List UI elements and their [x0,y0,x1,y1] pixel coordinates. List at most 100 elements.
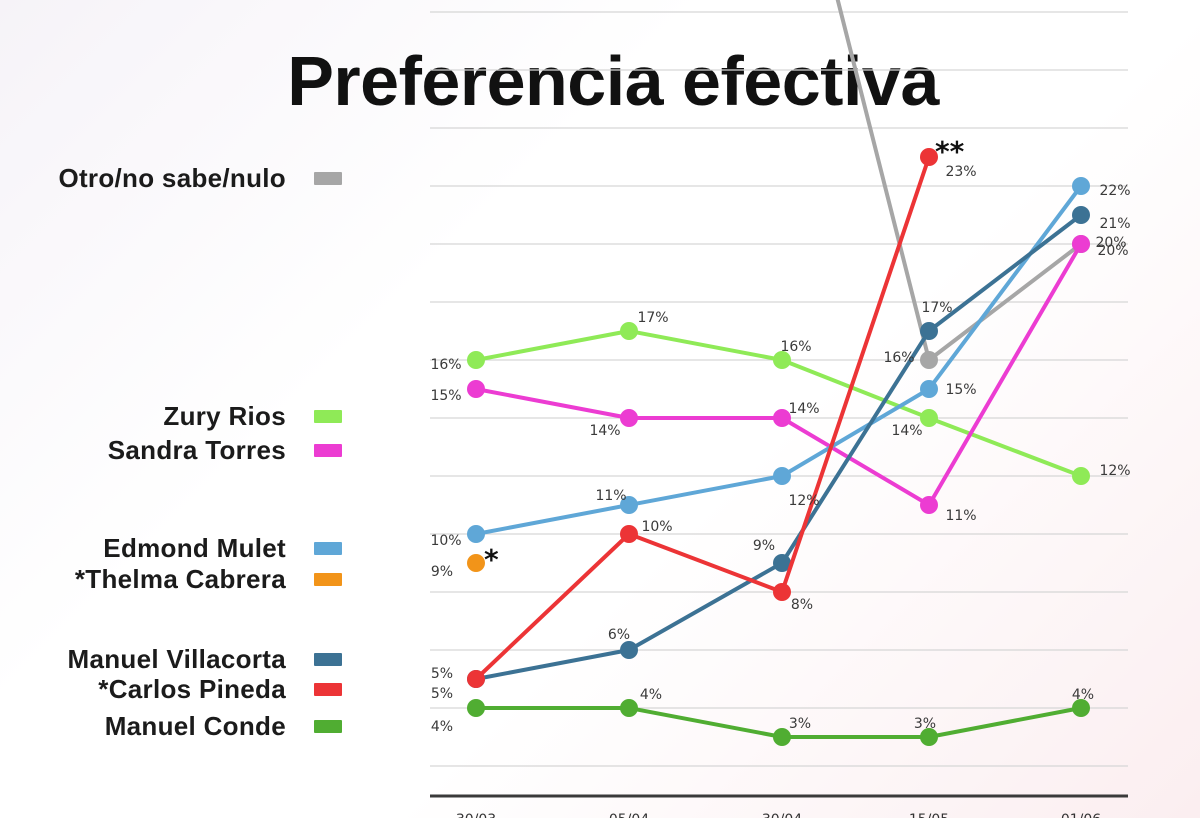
legend-item-sandra-torres: Sandra Torres [108,434,342,466]
data-label: 21% [1099,216,1130,232]
data-point [1072,699,1090,717]
data-point [620,496,638,514]
series-otro-no-sabe-nulo [835,0,1090,369]
x-tick-label: 30/03 [456,812,496,818]
legend-item-manuel-villacorta: Manuel Villacorta [68,643,342,675]
x-tick-label: 05/04 [609,812,649,818]
data-label: 22% [1099,183,1130,199]
data-label: 16% [883,350,914,366]
data-label: 15% [430,388,461,404]
series-carlos-pineda [467,148,938,688]
legend-label: Zury Rios [163,400,286,431]
series-zury-rios [467,322,1090,485]
data-label: 11% [945,508,976,524]
gridlines [430,11,1128,767]
legend-item-zury-rios: Zury Rios [163,400,342,432]
data-point [920,351,938,369]
data-label: 4% [1072,687,1094,703]
data-point [1072,177,1090,195]
legend-swatch [314,171,342,185]
data-point [1072,206,1090,224]
annotation-marker: ** [935,135,965,168]
data-point [773,728,791,746]
data-point [467,699,485,717]
data-label: 9% [431,564,453,580]
legend-label: Sandra Torres [107,434,286,465]
data-label: 20% [1095,235,1126,251]
legend-item-otro-no-sabe-nulo: Otro/no sabe/nulo [58,162,342,194]
annotation-marker: * [484,543,499,576]
data-point [620,322,638,340]
data-point [920,496,938,514]
legend-label: Manuel Villacorta [67,643,286,674]
data-point [920,148,938,166]
data-point [920,409,938,427]
data-label: 4% [431,719,453,735]
x-tick-label: 01/06 [1061,812,1101,818]
data-point [620,525,638,543]
data-label: 16% [430,357,461,373]
data-point [1072,467,1090,485]
series-manuel-conde [467,699,1090,746]
annotation-marks: *** [484,135,965,576]
data-label: 6% [608,627,630,643]
data-label: 8% [791,597,813,613]
legend-item-manuel-conde: Manuel Conde [105,710,342,742]
data-label: 3% [914,716,936,732]
data-label: 14% [891,423,922,439]
legend-item-carlos-pineda: *Carlos Pineda [98,673,342,705]
data-label: 20% [1097,243,1128,259]
data-label: 9% [753,538,775,554]
data-point [467,670,485,688]
legend-label: Manuel Conde [104,710,286,741]
data-point [773,554,791,572]
series-lines [467,0,1090,746]
chart-title: Preferencia efectiva [287,42,939,120]
series-line [474,155,931,681]
series-edmond-mulet [467,177,1090,543]
data-label: 3% [789,716,811,732]
legend-label: *Thelma Cabrera [74,563,286,594]
data-point [467,351,485,369]
data-label: 10% [641,519,672,535]
data-label: 17% [637,310,668,326]
x-tick-label: 15/05 [909,812,949,818]
data-point [467,380,485,398]
series-sandra-torres [467,235,1090,514]
legend: Otro/no sabe/nulo Zury Rios Sandra Torres E… [0,0,360,818]
data-point [920,380,938,398]
data-label: 14% [589,423,620,439]
data-point [773,467,791,485]
data-label: 17% [921,300,952,316]
series-thelma-cabrera [467,554,485,572]
data-label: 16% [780,339,811,355]
data-label: 4% [640,687,662,703]
legend-label: Otro/no sabe/nulo [58,162,286,193]
data-label: 10% [430,533,461,549]
data-point [620,641,638,659]
legend-label: Edmond Mulet [103,532,286,563]
data-label: 5% [431,666,453,682]
data-label: 23% [945,164,976,180]
legend-swatch [314,719,342,733]
legend-swatch [314,652,342,666]
data-label: 15% [945,382,976,398]
legend-item-edmond-mulet: Edmond Mulet [103,532,342,564]
series-manuel-villacorta [467,206,1090,688]
data-point [620,699,638,717]
series-line [474,213,1083,681]
data-label: 14% [788,401,819,417]
legend-swatch [314,572,342,586]
legend-swatch [314,541,342,555]
data-point [773,583,791,601]
legend-swatch [314,682,342,696]
data-label: 5% [431,686,453,702]
data-point [920,728,938,746]
data-point [467,554,485,572]
data-label: 12% [788,493,819,509]
data-label: 11% [595,488,626,504]
legend-swatch [314,443,342,457]
data-labels: 36%35%36%16%20%16%17%16%14%12%15%14%14%1… [430,164,1130,735]
legend-item-thelma-cabrera: *Thelma Cabrera [75,563,342,595]
